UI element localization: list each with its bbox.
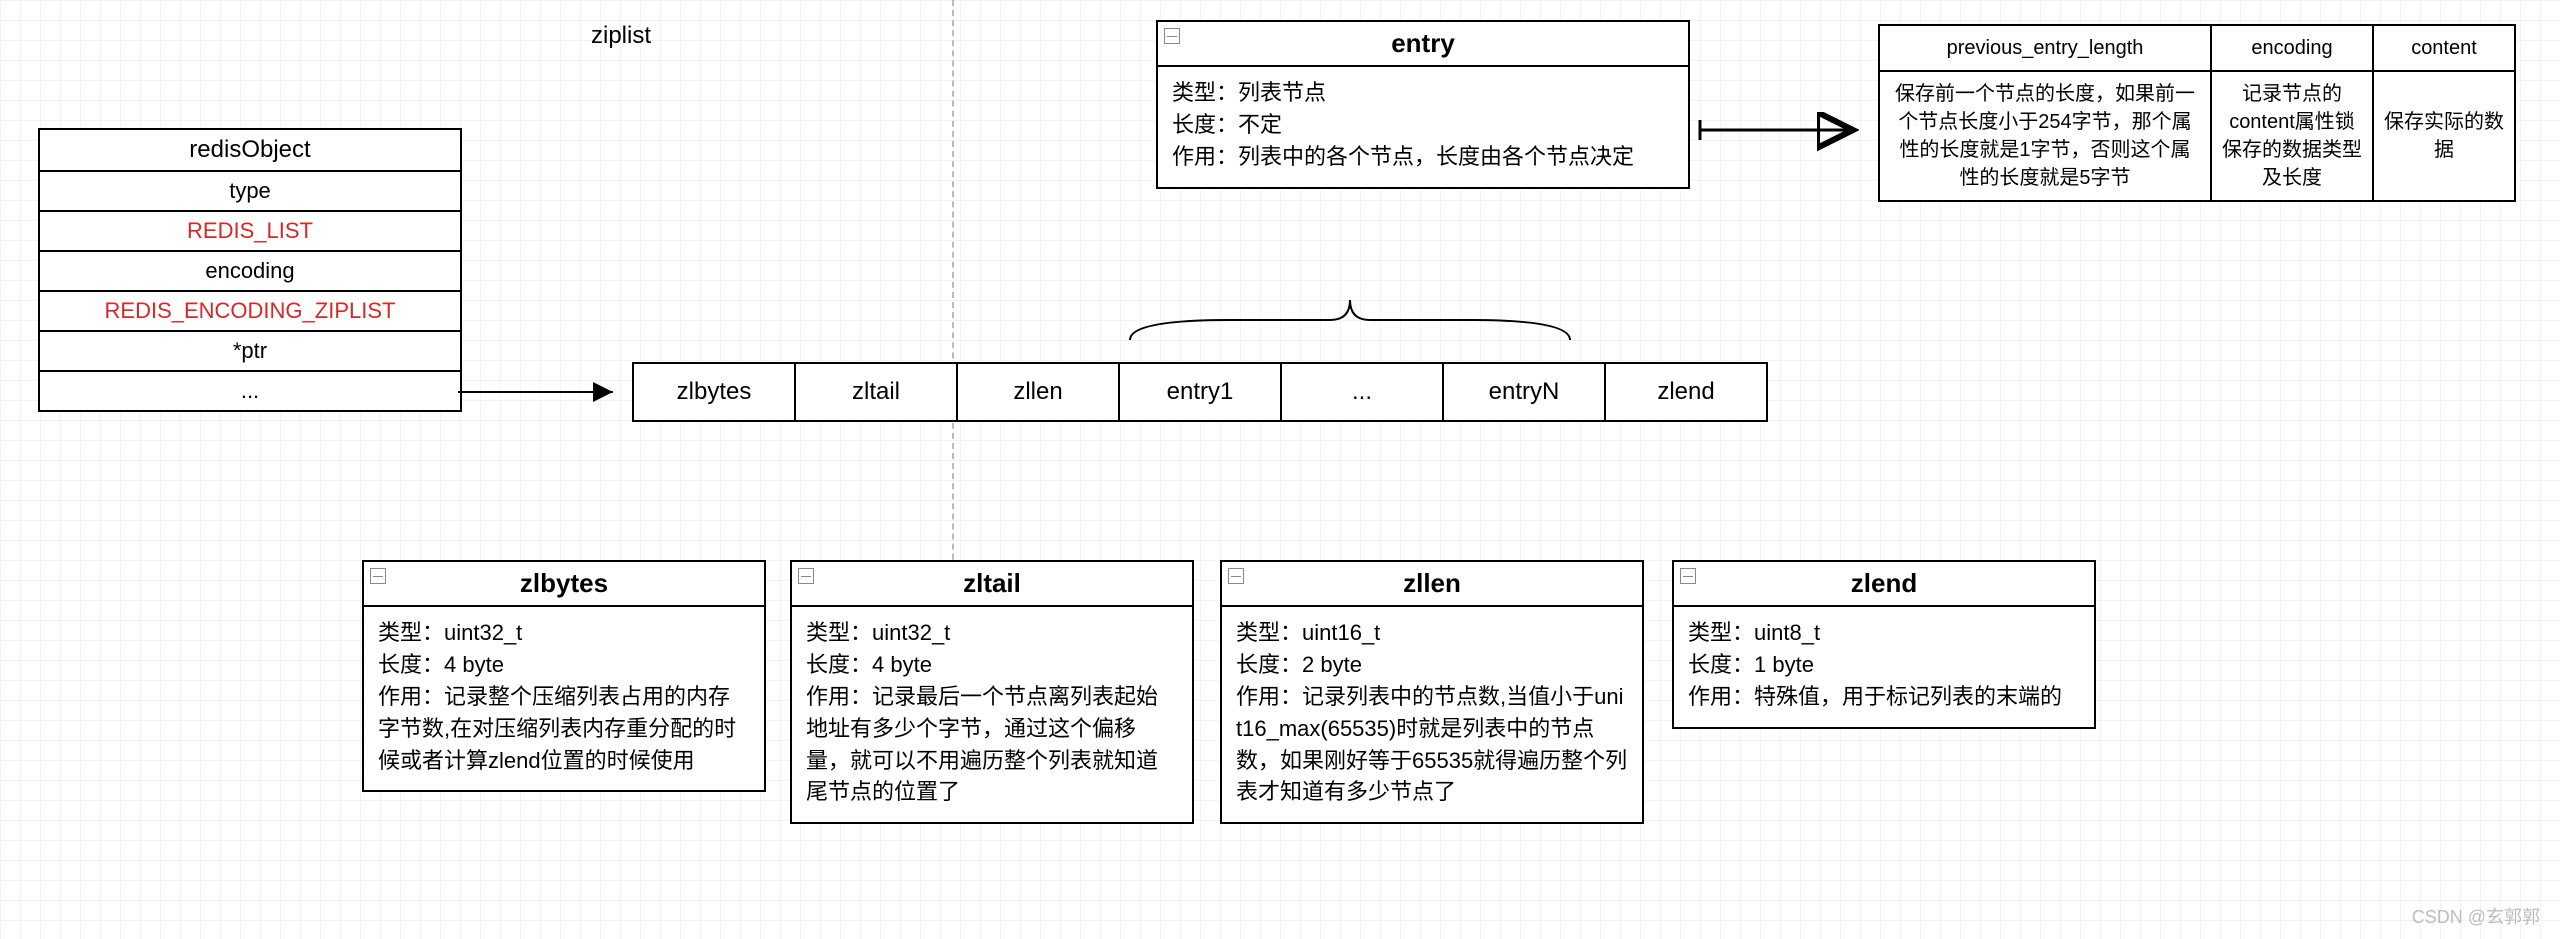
card-zllen: zllen 类型：uint16_t 长度：2 byte 作用：记录列表中的节点数… (1220, 560, 1644, 824)
card-zllen-title: zllen (1222, 562, 1642, 607)
row-type-label: type (40, 172, 460, 212)
cell-entryn: entryN (1442, 362, 1606, 422)
card-zlbytes-body: 类型：uint32_t 长度：4 byte 作用：记录整个压缩列表占用的内存字节… (364, 607, 764, 790)
collapse-icon (1164, 28, 1180, 44)
watermark: CSDN @玄郭郭 (2412, 903, 2540, 929)
entry-card-title: entry (1158, 22, 1688, 67)
entry-card-title-text: entry (1391, 28, 1455, 58)
row-type-value: REDIS_LIST (40, 212, 460, 252)
exp-col-prevlen: previous_entry_length (1879, 25, 2211, 71)
collapse-icon (1228, 568, 1244, 584)
card-zltail-title: zltail (792, 562, 1192, 607)
arrow-entry-to-expansion (1700, 110, 1870, 150)
collapse-icon (370, 568, 386, 584)
card-zlbytes: zlbytes 类型：uint32_t 长度：4 byte 作用：记录整个压缩列… (362, 560, 766, 792)
card-zlbytes-title-text: zlbytes (520, 568, 608, 598)
brace-entries (1110, 290, 1590, 350)
exp-col-encoding: encoding (2211, 25, 2373, 71)
cell-entry1: entry1 (1118, 362, 1282, 422)
exp-cell-content: 保存实际的数据 (2373, 71, 2515, 201)
collapse-icon (798, 568, 814, 584)
row-encoding-value: REDIS_ENCODING_ZIPLIST (40, 292, 460, 332)
arrow-ptr-to-ziplist (458, 380, 628, 404)
card-zllen-body: 类型：uint16_t 长度：2 byte 作用：记录列表中的节点数,当值小于u… (1222, 607, 1642, 822)
collapse-icon (1680, 568, 1696, 584)
cell-zlend: zlend (1604, 362, 1768, 422)
cell-zltail: zltail (794, 362, 958, 422)
entry-card: entry 类型：列表节点 长度：不定 作用：列表中的各个节点，长度由各个节点决… (1156, 20, 1690, 189)
card-zltail-title-text: zltail (963, 568, 1021, 598)
exp-col-content: content (2373, 25, 2515, 71)
card-zltail-body: 类型：uint32_t 长度：4 byte 作用：记录最后一个节点离列表起始地址… (792, 607, 1192, 822)
card-zltail: zltail 类型：uint32_t 长度：4 byte 作用：记录最后一个节点… (790, 560, 1194, 824)
cell-zlbytes: zlbytes (632, 362, 796, 422)
cell-zllen: zllen (956, 362, 1120, 422)
entry-card-body: 类型：列表节点 长度：不定 作用：列表中的各个节点，长度由各个节点决定 (1158, 67, 1688, 187)
card-zlend-title: zlend (1674, 562, 2094, 607)
cell-dots: ... (1280, 362, 1444, 422)
row-ellipsis: ... (40, 372, 460, 410)
guide-line (952, 0, 954, 600)
row-ptr-label: *ptr (40, 332, 460, 372)
row-encoding-label: encoding (40, 252, 460, 292)
redis-object-header: redisObject (40, 130, 460, 172)
diagram-canvas: ziplist redisObject type REDIS_LIST enco… (0, 0, 2560, 939)
exp-cell-encoding: 记录节点的content属性锁保存的数据类型及长度 (2211, 71, 2373, 201)
card-zlend-body: 类型：uint8_t 长度：1 byte 作用：特殊值，用于标记列表的末端的 (1674, 607, 2094, 727)
card-zlbytes-title: zlbytes (364, 562, 764, 607)
entry-expansion-table: previous_entry_length encoding content 保… (1878, 24, 2516, 202)
exp-cell-prevlen: 保存前一个节点的长度，如果前一个节点长度小于254字节，那个属性的长度就是1字节… (1879, 71, 2211, 201)
card-zllen-title-text: zllen (1403, 568, 1461, 598)
card-zlend-title-text: zlend (1851, 568, 1917, 598)
redis-object-table: redisObject type REDIS_LIST encoding RED… (38, 128, 462, 412)
ziplist-row: zlbytes zltail zllen entry1 ... entryN z… (632, 362, 1768, 422)
diagram-title: ziplist (591, 22, 651, 50)
card-zlend: zlend 类型：uint8_t 长度：1 byte 作用：特殊值，用于标记列表… (1672, 560, 2096, 729)
